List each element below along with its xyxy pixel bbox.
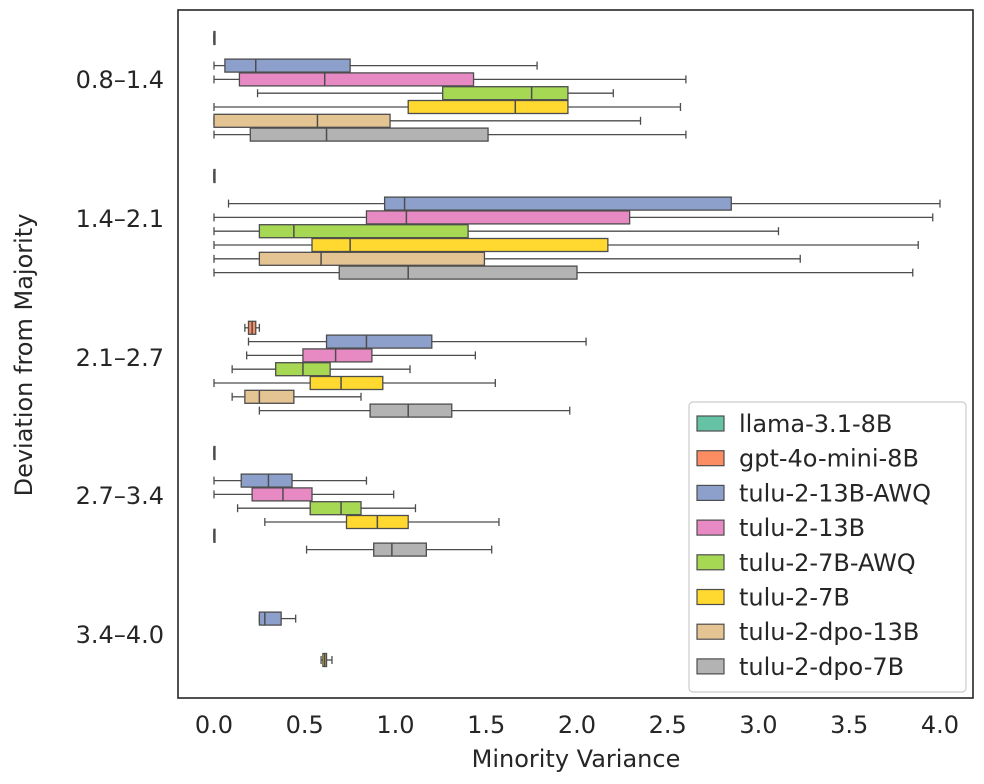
legend-entry: tulu-2-dpo-7B	[696, 653, 904, 681]
iqr-box	[407, 99, 569, 115]
iqr-box	[325, 334, 433, 349]
legend-entry: tulu-2-13B-AWQ	[696, 479, 931, 507]
legend-entry: gpt-4o-mini-8B	[696, 445, 919, 473]
y-axis-title: Deviation from Majority	[10, 214, 38, 497]
iqr-box	[383, 196, 732, 211]
box-tulu-2-13B-0	[213, 72, 687, 87]
legend-label: gpt-4o-mini-8B	[739, 445, 919, 473]
iqr-box	[309, 375, 384, 391]
box-tulu-2-13B-1	[213, 210, 934, 225]
box-tulu-2-13B-AWQ-1	[227, 196, 941, 211]
iqr-box	[240, 473, 293, 488]
legend-swatch	[696, 658, 725, 675]
box-tulu-2-dpo-7B-1	[213, 265, 914, 280]
iqr-box	[311, 237, 609, 253]
legend-entry: tulu-2-7B	[696, 584, 850, 612]
iqr-box	[258, 224, 469, 239]
iqr-box	[249, 127, 489, 142]
iqr-box	[338, 265, 578, 280]
legend-entry: tulu-2-dpo-13B	[696, 618, 919, 646]
axes-layer: 0.0 0.5 1.0 1.5 2.0 2.5 3.0 3.5 4.0 0.8–1.4 1.4–2.…	[76, 9, 974, 739]
legend-entry: tulu-2-7B-AWQ	[696, 549, 916, 577]
x-tick-label: 1.5	[467, 711, 505, 739]
legend-swatch	[696, 519, 725, 536]
legend-swatch	[696, 623, 725, 640]
iqr-box	[365, 210, 631, 225]
iqr-box	[442, 86, 569, 101]
box-tulu-2-dpo-13B-0	[213, 113, 642, 128]
legend-label: tulu-2-dpo-7B	[739, 653, 904, 681]
y-tick-label: 0.8–1.4	[76, 66, 164, 94]
iqr-box	[251, 487, 313, 502]
box-tulu-2-dpo-13B-2	[231, 389, 362, 404]
box-tulu-2-7B-4	[320, 652, 333, 668]
box-tulu-2-7B-AWQ-3	[236, 501, 417, 516]
legend-entry: llama-3.1-8B	[696, 410, 892, 438]
x-tick-label: 0.0	[195, 711, 233, 739]
box-tulu-2-dpo-7B-2	[258, 403, 571, 418]
box-tulu-2-7B-1	[213, 237, 919, 253]
box-tulu-2-dpo-13B-3	[213, 528, 216, 543]
box-tulu-2-7B-AWQ-2	[231, 362, 411, 377]
x-tick-label: 3.5	[830, 711, 868, 739]
legend-swatch	[696, 415, 725, 432]
plot-frame	[177, 9, 974, 699]
iqr-box	[302, 348, 373, 363]
legend-swatch	[696, 588, 725, 606]
box-tulu-2-13B-AWQ-3	[213, 473, 368, 488]
iqr-box	[309, 501, 362, 516]
iqr-box	[213, 113, 391, 128]
box-llama-3.1-8B-0	[213, 30, 216, 46]
box-tulu-2-13B-AWQ-0	[213, 58, 538, 73]
x-tick-label: 4.0	[921, 711, 959, 739]
legend-label: tulu-2-dpo-13B	[739, 618, 919, 646]
box-tulu-2-13B-AWQ-4	[258, 611, 297, 626]
y-tick-label: 1.4–2.1	[76, 205, 164, 233]
y-tick-label: 3.4–4.0	[76, 621, 164, 649]
box-tulu-2-7B-3	[264, 514, 500, 530]
legend-frame	[688, 401, 967, 693]
box-llama-3.1-8B-3	[213, 445, 216, 461]
x-tick-label: 1.0	[376, 711, 414, 739]
y-tick-label: 2.7–3.4	[76, 482, 164, 510]
box-tulu-2-7B-AWQ-1	[213, 224, 780, 239]
box-tulu-2-dpo-7B-3	[305, 542, 493, 557]
iqr-box	[258, 611, 282, 626]
box-tulu-2-7B-0	[213, 99, 682, 115]
legend-label: tulu-2-13B-AWQ	[739, 479, 931, 507]
iqr-box	[369, 403, 453, 418]
legend-label: tulu-2-7B-AWQ	[739, 549, 916, 577]
legend-swatch	[696, 554, 725, 571]
legend-swatch	[696, 450, 725, 467]
boxes-layer	[213, 30, 941, 668]
iqr-box	[373, 542, 428, 557]
legend: llama-3.1-8B gpt-4o-mini-8B tulu-2-13B-AWQ…	[688, 401, 967, 693]
box-tulu-2-13B-3	[213, 487, 395, 502]
x-axis-title: Minority Variance	[472, 745, 681, 773]
legend-entry: tulu-2-13B	[696, 514, 865, 542]
legend-label: tulu-2-13B	[739, 514, 865, 542]
box-gpt-4o-mini-8B-2	[244, 320, 261, 335]
box-tulu-2-dpo-7B-0	[213, 127, 687, 142]
x-tick-label: 0.5	[286, 711, 324, 739]
legend-label: llama-3.1-8B	[739, 410, 892, 438]
iqr-box	[238, 72, 475, 87]
box-tulu-2-7B-AWQ-0	[256, 86, 614, 101]
iqr-box	[258, 251, 486, 266]
legend-label: tulu-2-7B	[739, 584, 850, 612]
box-llama-3.1-8B-1	[213, 168, 216, 184]
box-tulu-2-dpo-13B-1	[213, 251, 801, 266]
box-tulu-2-13B-2	[246, 348, 477, 363]
legend-swatch	[696, 484, 725, 501]
box-tulu-2-7B-2	[213, 375, 496, 391]
iqr-box	[244, 389, 295, 404]
x-tick-label: 3.0	[739, 711, 777, 739]
y-tick-label: 2.1–2.7	[76, 344, 164, 372]
x-tick-label: 2.5	[649, 711, 687, 739]
iqr-box	[224, 58, 351, 73]
box-tulu-2-13B-AWQ-2	[247, 334, 587, 349]
x-tick-label: 2.0	[558, 711, 596, 739]
